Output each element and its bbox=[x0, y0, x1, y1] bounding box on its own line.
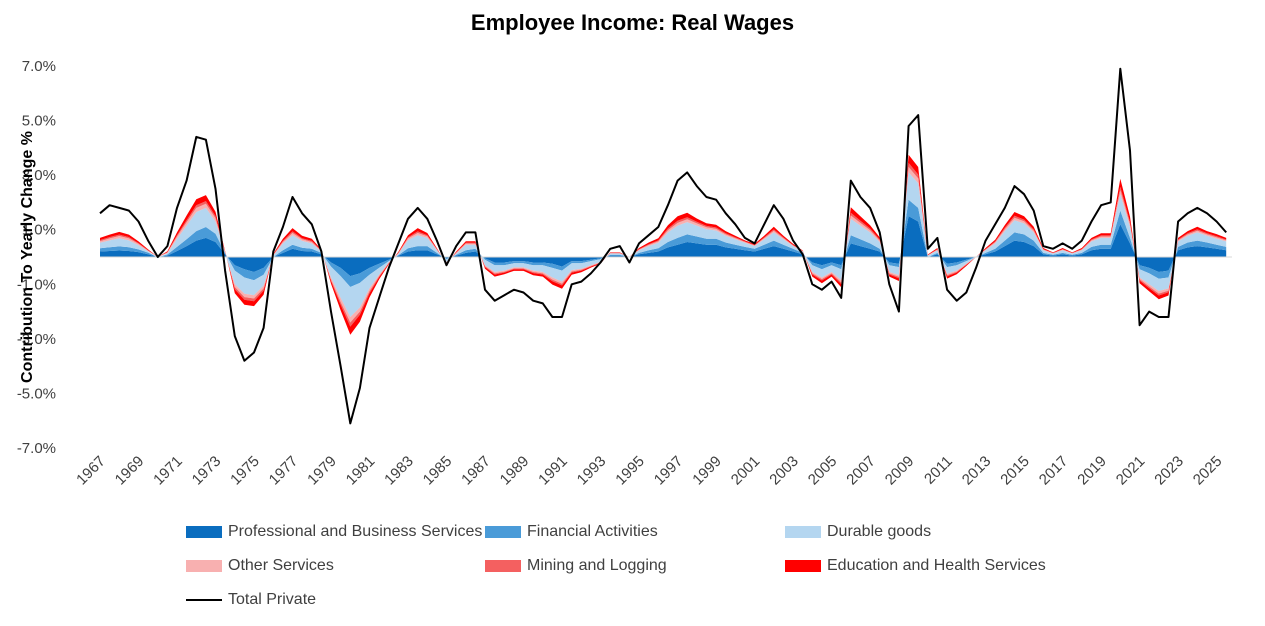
x-tick-label: 1997 bbox=[651, 453, 687, 489]
chart-title: Employee Income: Real Wages bbox=[470, 10, 795, 35]
y-tick-label: -7.0% bbox=[17, 440, 56, 457]
x-tick-label: 1973 bbox=[189, 453, 225, 489]
chart-plot: 7.0% 5.0% 3.0% 1.0% -1.0% -3.0% -5.0% -7.0% 196… bbox=[17, 58, 1232, 489]
x-tick-label: 2015 bbox=[997, 453, 1033, 489]
stacked-areas bbox=[100, 154, 1227, 335]
legend-swatch bbox=[785, 526, 821, 538]
x-tick-label: 2019 bbox=[1074, 453, 1110, 489]
x-tick-label: 1989 bbox=[497, 453, 533, 489]
x-tick-label: 2013 bbox=[959, 453, 995, 489]
x-tick-label: 1981 bbox=[343, 453, 379, 489]
x-tick-label: 2003 bbox=[766, 453, 802, 489]
legend-label: Education and Health Services bbox=[827, 557, 1046, 574]
legend-label: Professional and Business Services bbox=[228, 523, 483, 540]
legend-item-financial-activities: Financial Activities bbox=[485, 522, 658, 542]
x-tick-label: 1969 bbox=[112, 453, 148, 489]
legend-swatch bbox=[485, 526, 521, 538]
legend-label: Total Private bbox=[228, 591, 317, 608]
x-tick-label: 1971 bbox=[150, 453, 186, 489]
legend: Professional and Business Services Financ… bbox=[186, 520, 1186, 620]
y-axis-label: Contribution To Yearly Change % bbox=[19, 131, 36, 383]
x-tick-label: 2009 bbox=[882, 453, 918, 489]
x-tick-label: 2005 bbox=[805, 453, 841, 489]
x-tick-label: 2001 bbox=[728, 453, 764, 489]
x-tick-labels: 1967 1969 1971 1973 1975 1977 1979 1981 1983 1985… bbox=[73, 453, 1225, 489]
x-tick-label: 1987 bbox=[458, 453, 494, 489]
legend-item-professional-and-business-services: Professional and Business Services bbox=[186, 522, 482, 542]
y-tick-label: -3.0% bbox=[17, 331, 56, 348]
x-tick-label: 1983 bbox=[381, 453, 417, 489]
y-tick-label: 3.0% bbox=[22, 167, 56, 184]
x-tick-label: 1999 bbox=[689, 453, 725, 489]
area-financial-activities bbox=[100, 199, 1227, 287]
x-tick-label: 1993 bbox=[574, 453, 610, 489]
legend-item-other-services: Other Services bbox=[186, 556, 334, 576]
y-tick-label: -5.0% bbox=[17, 385, 56, 402]
x-tick-label: 2023 bbox=[1151, 453, 1187, 489]
line-total-private bbox=[99, 67, 1227, 425]
y-tick-label: 7.0% bbox=[22, 58, 56, 75]
legend-label: Financial Activities bbox=[527, 523, 658, 540]
legend-item-total-private: Total Private bbox=[186, 590, 316, 610]
y-tick-label: 5.0% bbox=[22, 113, 56, 130]
legend-label: Durable goods bbox=[827, 523, 932, 540]
legend-swatch bbox=[186, 526, 222, 538]
x-tick-label: 2017 bbox=[1036, 453, 1072, 489]
area-durable-goods bbox=[100, 172, 1227, 317]
x-tick-label: 1977 bbox=[266, 453, 302, 489]
x-tick-label: 1991 bbox=[535, 453, 571, 489]
legend-item-education-and-health-services: Education and Health Services bbox=[785, 556, 1046, 576]
legend-label: Other Services bbox=[228, 557, 334, 574]
x-tick-label: 2021 bbox=[1113, 453, 1149, 489]
legend-swatch bbox=[186, 560, 222, 572]
legend-swatch bbox=[485, 560, 521, 572]
x-tick-label: 1975 bbox=[227, 453, 263, 489]
legend-swatch bbox=[186, 599, 222, 601]
total-line-layer bbox=[99, 67, 1227, 425]
legend-item-mining-and-logging: Mining and Logging bbox=[485, 556, 667, 576]
legend-item-durable-goods: Durable goods bbox=[785, 522, 931, 542]
x-tick-label: 1985 bbox=[420, 453, 456, 489]
legend-label: Mining and Logging bbox=[527, 557, 667, 574]
y-tick-label: -1.0% bbox=[17, 276, 56, 293]
legend-swatch bbox=[785, 560, 821, 572]
area-professional-and-business-services bbox=[100, 216, 1227, 277]
x-tick-label: 2007 bbox=[843, 453, 879, 489]
x-tick-label: 2025 bbox=[1190, 453, 1226, 489]
x-tick-label: 1979 bbox=[304, 453, 340, 489]
x-tick-label: 1995 bbox=[612, 453, 648, 489]
y-tick-labels: 7.0% 5.0% 3.0% 1.0% -1.0% -3.0% -5.0% -7.0% bbox=[17, 58, 56, 457]
x-tick-label: 1967 bbox=[73, 453, 109, 489]
y-tick-label: 1.0% bbox=[22, 222, 56, 239]
x-tick-label: 2011 bbox=[921, 453, 956, 488]
